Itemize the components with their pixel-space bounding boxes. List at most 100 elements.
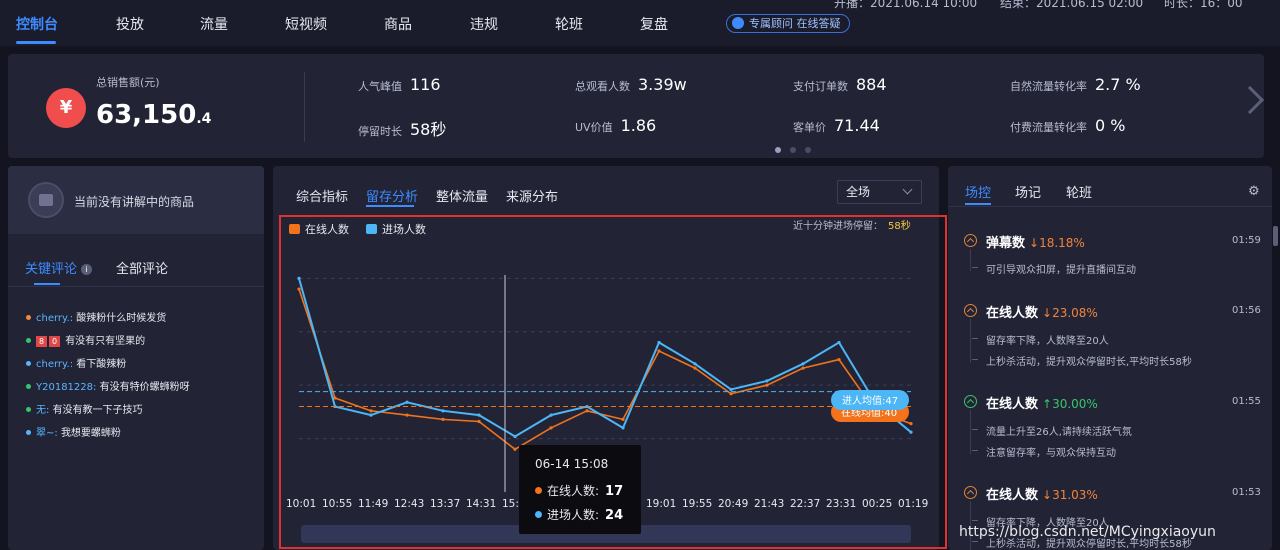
- tab-shifts[interactable]: 轮班: [1066, 186, 1093, 201]
- live-end-time: 结束：2021.06.15 02:00: [1000, 0, 1144, 10]
- timeline-tick: [972, 520, 978, 521]
- consult-button[interactable]: 专属顾问 在线答疑: [726, 14, 850, 33]
- bullet-icon: [535, 487, 542, 494]
- x-tick-label: 20:49: [718, 498, 748, 510]
- nav-item-console[interactable]: 控制台: [16, 17, 58, 33]
- tooltip-label: 进场人数:: [547, 508, 600, 522]
- nav-item-violations[interactable]: 违规: [470, 17, 498, 33]
- data-point: [513, 447, 517, 451]
- nav-item-ads[interactable]: 投放: [116, 17, 144, 33]
- timeline-tick: [972, 429, 978, 430]
- stat-value: 3.39w: [638, 75, 687, 94]
- live-start-time: 开播：2021.06.14 10:00: [834, 0, 978, 10]
- tab-overall-metrics[interactable]: 综合指标: [296, 190, 349, 205]
- event-advice: 流量上升至26人,请持续活跃气氛: [986, 427, 1132, 438]
- bullet-icon: [26, 407, 31, 412]
- event-time: 01:56: [1232, 305, 1261, 316]
- carousel-dot[interactable]: [790, 147, 796, 153]
- stat-label: 停留时长: [358, 125, 402, 138]
- data-point: [729, 392, 733, 396]
- legend-swatch-enter: [366, 224, 377, 234]
- timeline-tick: [972, 338, 978, 339]
- nav-item-traffic[interactable]: 流量: [200, 17, 228, 33]
- divider: [948, 206, 1272, 207]
- tab-all-comments[interactable]: 全部评论: [116, 262, 169, 277]
- legend-online[interactable]: 在线人数: [305, 222, 349, 236]
- next-arrow-icon[interactable]: [1235, 85, 1265, 115]
- yen-icon: ¥: [46, 88, 86, 128]
- top-nav: 控制台 投放 流量 短视频 商品 违规 轮班 复盘 专属顾问 在线答疑 开播：2…: [0, 0, 1280, 46]
- tab-source[interactable]: 来源分布: [506, 190, 559, 205]
- event-change: ↓31.03%: [1042, 488, 1098, 502]
- stat-label: UV价值: [575, 121, 613, 134]
- event-time: 01:59: [1232, 235, 1261, 246]
- carousel-dot[interactable]: [805, 147, 811, 153]
- nav-item-goods[interactable]: 商品: [384, 17, 412, 33]
- chevron-down-icon: [902, 184, 913, 195]
- scrollbar[interactable]: [1273, 226, 1278, 246]
- data-point: [837, 357, 841, 362]
- x-tick-label: 11:49: [358, 498, 388, 510]
- trend-up-icon: [964, 395, 977, 408]
- data-point: [369, 409, 373, 413]
- comment-text: 有没有教一下子技巧: [52, 405, 143, 416]
- gear-icon[interactable]: ⚙: [1248, 184, 1260, 199]
- stat-uv: UV价值 1.86: [575, 116, 656, 135]
- tab-field-control[interactable]: 场控: [965, 186, 992, 201]
- stat-value: 71.44: [834, 116, 880, 135]
- live-duration: 时长：16：00: [1164, 0, 1243, 10]
- nav-item-short-video[interactable]: 短视频: [285, 17, 327, 33]
- x-tick-label: 22:37: [790, 498, 820, 510]
- series-line-0: [298, 288, 912, 451]
- scope-select[interactable]: 全场: [837, 180, 922, 204]
- trend-down-icon: [964, 486, 977, 499]
- info-icon[interactable]: i: [81, 264, 93, 275]
- tab-total-traffic[interactable]: 整体流量: [436, 190, 489, 205]
- event-advice: 上秒杀活动，提升观众停留时长,平均时长58秒: [986, 539, 1192, 550]
- stat-label: 人气峰值: [358, 80, 402, 93]
- data-point: [909, 422, 913, 426]
- comment-user: cherry.:: [36, 313, 74, 324]
- bullet-icon: [26, 361, 31, 366]
- chart-tooltip: 06-14 15:08 在线人数: 17 进场人数: 24: [519, 445, 641, 534]
- data-point: [333, 396, 337, 400]
- timeline-tick: [972, 359, 978, 360]
- comment-item: cherry.: 看下酸辣粉: [26, 355, 126, 370]
- tooltip-row-enter: 进场人数: 24: [535, 506, 623, 523]
- nav-item-shifts[interactable]: 轮班: [555, 17, 583, 33]
- carousel-dot[interactable]: [775, 147, 781, 153]
- timeline-tick: [972, 267, 978, 268]
- data-point: [549, 426, 553, 430]
- x-tick-label: 21:43: [754, 498, 784, 510]
- data-point: [657, 349, 661, 353]
- select-value: 全场: [846, 185, 871, 199]
- zoom-slider[interactable]: [301, 525, 911, 543]
- tab-retention[interactable]: 留存分析: [366, 190, 419, 205]
- tab-field-notes[interactable]: 场记: [1015, 186, 1042, 201]
- total-sales-int: 63,150: [96, 100, 197, 130]
- event-metric: 在线人数: [986, 306, 1039, 321]
- comment-user: 无:: [36, 405, 50, 416]
- tab-key-comments[interactable]: 关键评论 i: [25, 258, 93, 277]
- event-title: 在线人数 ↓23.08%: [986, 302, 1098, 321]
- stay-value: 58秒: [888, 219, 911, 232]
- user-badge: 0: [49, 336, 60, 347]
- legend-swatch-online: [289, 224, 300, 234]
- x-tick-label: 19:01: [646, 498, 676, 510]
- nav-item-review[interactable]: 复盘: [640, 17, 668, 33]
- series-line-1: [298, 278, 912, 438]
- x-tick-label: 10:01: [286, 498, 316, 510]
- event-advice: 注意留存率，与观众保持互动: [986, 448, 1116, 459]
- stat-viewers: 总观看人数 3.39w: [575, 75, 687, 94]
- legend-enter[interactable]: 进场人数: [382, 222, 426, 236]
- stat-label: 付费流量转化率: [1010, 121, 1087, 134]
- comment-text: 酸辣粉什么时候发货: [76, 313, 167, 324]
- data-point: [801, 362, 805, 366]
- stat-value: 58秒: [410, 120, 447, 139]
- x-tick-label: 12:43: [394, 498, 424, 510]
- bullet-icon: [26, 338, 31, 343]
- tooltip-value: 17: [605, 484, 624, 499]
- chart-canvas[interactable]: 10:01 10:55 11:49 12:43 13:37 14:31 15:2 19:01 1…: [281, 217, 935, 547]
- event-title: 在线人数 ↑30.00%: [986, 393, 1098, 412]
